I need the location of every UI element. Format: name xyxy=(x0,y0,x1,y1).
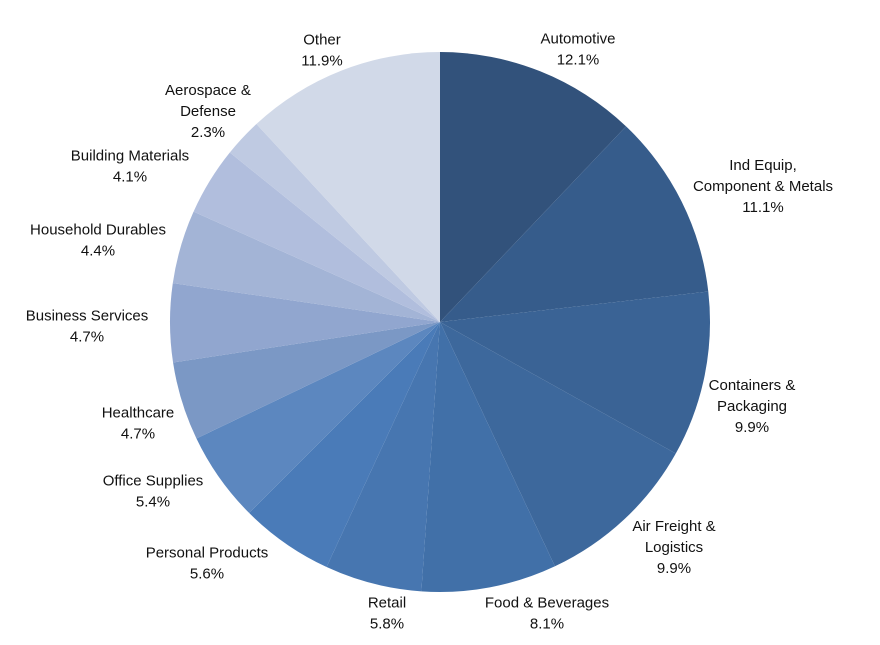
pie-slice-containers-packaging xyxy=(440,291,711,454)
category-label-household-durables: Household Durables xyxy=(30,221,166,238)
data-label-retail: 5.8% xyxy=(370,615,404,632)
category-label-business-services: Business Services xyxy=(26,307,149,324)
pie-slice-air-freight-logistics xyxy=(440,322,676,567)
category-label-healthcare: Healthcare xyxy=(102,404,175,421)
pie-slice-building-materials xyxy=(193,152,440,322)
data-label-food-beverages: 8.1% xyxy=(530,615,564,632)
pie-slice-healthcare xyxy=(173,322,440,439)
category-label-personal-products: Personal Products xyxy=(146,544,269,561)
data-label-containers-packaging: 9.9% xyxy=(735,419,769,436)
data-label-aerospace-defense: 2.3% xyxy=(191,124,225,141)
pie-slice-automotive xyxy=(440,52,627,322)
category-label-containers-packaging: Packaging xyxy=(717,398,787,415)
data-label-ind-equip-component-metals: 11.1% xyxy=(742,199,783,216)
data-label-personal-products: 5.6% xyxy=(190,565,224,582)
pie-slice-office-supplies xyxy=(196,322,440,513)
pie-slice-aerospace-defense xyxy=(229,124,440,323)
category-label-ind-equip-component-metals: Ind Equip, xyxy=(729,157,797,174)
category-label-aerospace-defense: Defense xyxy=(180,103,236,120)
category-label-retail: Retail xyxy=(368,594,406,611)
category-label-ind-equip-component-metals: Component & Metals xyxy=(693,178,833,195)
category-label-other: Other xyxy=(303,31,341,48)
data-label-household-durables: 4.4% xyxy=(81,242,115,259)
pie-slice-food-beverages xyxy=(421,322,555,593)
pie-slice-personal-products xyxy=(249,322,440,568)
category-label-air-freight-logistics: Air Freight & xyxy=(632,518,715,535)
category-label-office-supplies: Office Supplies xyxy=(103,472,204,489)
data-label-automotive: 12.1% xyxy=(557,51,600,68)
data-label-other: 11.9% xyxy=(301,52,342,69)
category-label-aerospace-defense: Aerospace & xyxy=(165,82,251,99)
pie-slice-household-durables xyxy=(172,211,440,322)
category-label-building-materials: Building Materials xyxy=(71,147,189,164)
pie-slice-other xyxy=(256,52,440,322)
pie-slices xyxy=(169,52,711,593)
category-label-automotive: Automotive xyxy=(540,30,615,47)
pie-slice-business-services xyxy=(169,283,440,363)
data-label-healthcare: 4.7% xyxy=(121,425,155,442)
pie-slice-ind-equip-component-metals xyxy=(440,126,709,322)
pie-slice-retail xyxy=(326,322,440,592)
category-label-containers-packaging: Containers & xyxy=(709,377,796,394)
data-label-building-materials: 4.1% xyxy=(113,168,147,185)
category-label-food-beverages: Food & Beverages xyxy=(485,594,609,611)
data-label-air-freight-logistics: 9.9% xyxy=(657,560,691,577)
pie-labels: Automotive 12.1% Ind Equip, Component & Met… xyxy=(26,30,833,632)
data-label-office-supplies: 5.4% xyxy=(136,493,170,510)
data-label-business-services: 4.7% xyxy=(70,328,104,345)
category-label-air-freight-logistics: Logistics xyxy=(645,539,703,556)
